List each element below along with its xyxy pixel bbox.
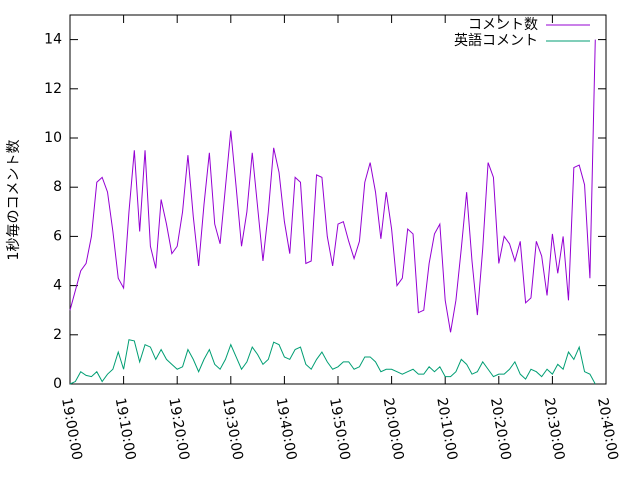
x-tick-label: 20:00:00 [380,397,407,462]
x-tick-label: 20:10:00 [433,397,460,462]
x-tick-label: 19:50:00 [326,397,353,462]
y-tick-label: 10 [44,130,62,146]
y-tick-label: 4 [53,278,62,294]
y-tick-label: 0 [53,376,62,392]
series-line [69,39,596,333]
legend-label: 英語コメント [454,32,538,49]
x-tick-label: 19:10:00 [112,397,139,462]
x-tick-label: 20:20:00 [487,397,514,462]
legend-label: コメント数 [468,17,538,33]
y-tick-label: 8 [53,179,62,195]
y-tick-label: 2 [53,327,62,343]
x-tick-label: 20:30:00 [541,397,568,462]
x-tick-label: 20:40:00 [594,397,621,462]
y-axis-label: 1秒毎のコメント数 [6,140,22,261]
plot-frame [69,14,607,385]
x-tick-label: 19:00:00 [58,397,85,462]
y-tick-label: 12 [44,81,62,97]
x-tick-label: 19:20:00 [165,397,192,462]
y-tick-label: 14 [44,32,62,48]
x-tick-label: 19:30:00 [219,397,246,462]
x-tick-label: 19:40:00 [273,397,300,462]
series-line [69,339,596,385]
y-tick-label: 6 [53,228,62,244]
